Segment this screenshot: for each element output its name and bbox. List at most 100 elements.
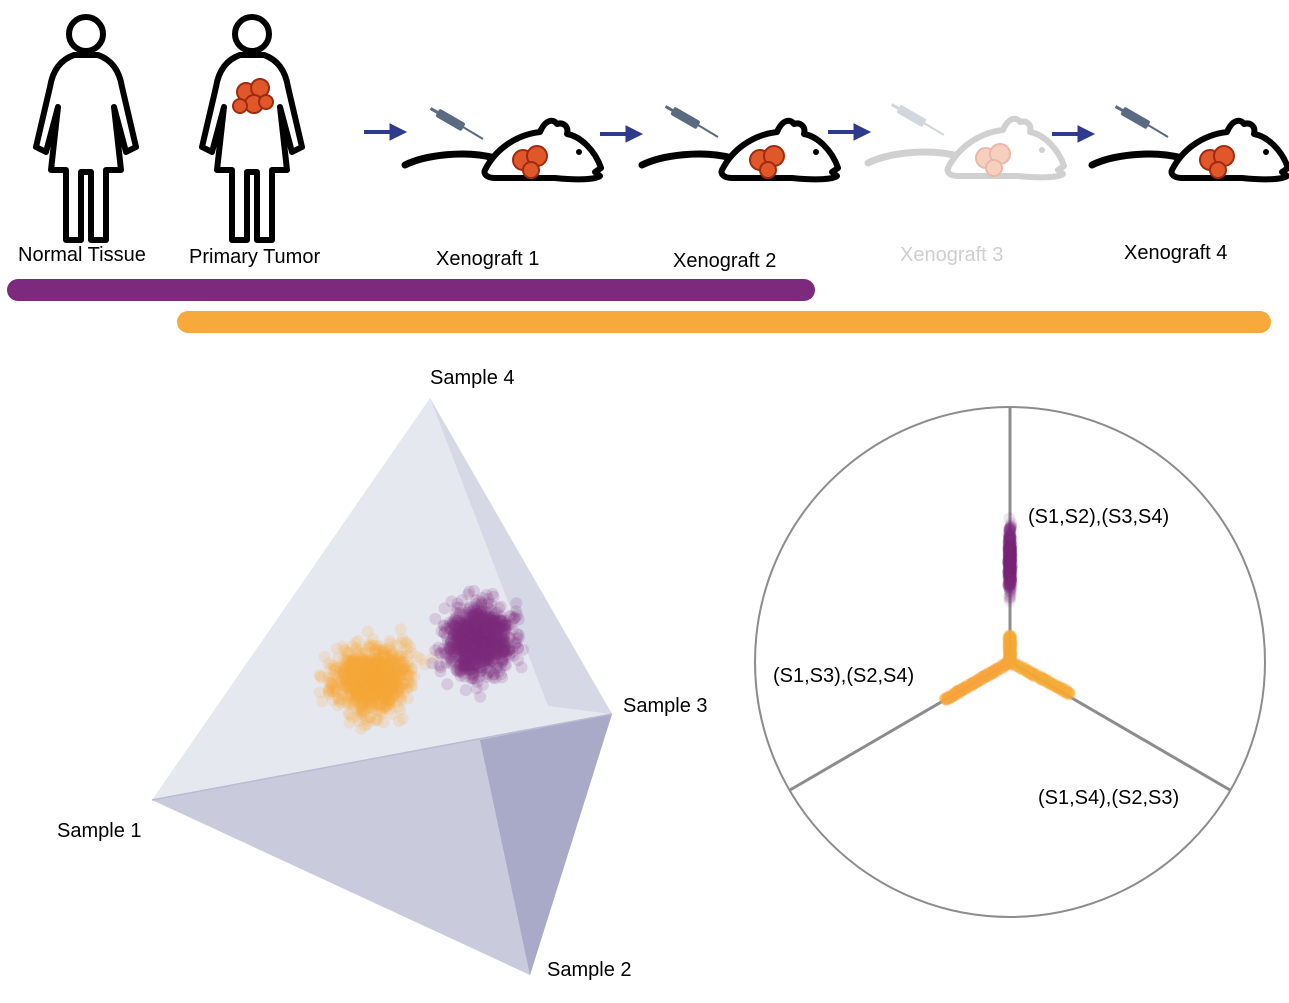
data-point [356, 647, 369, 660]
data-point [474, 630, 487, 643]
data-point [365, 670, 378, 683]
data-point [382, 671, 395, 684]
data-point [388, 660, 401, 673]
data-point [341, 681, 354, 694]
stage-label-xenograft-4: Xenograft 4 [1124, 242, 1228, 264]
data-point [379, 665, 392, 678]
data-point [355, 681, 368, 694]
data-point [393, 658, 406, 671]
tetrahedron-face [152, 398, 612, 800]
data-point [358, 696, 371, 709]
data-point [337, 669, 350, 682]
data-point [363, 674, 376, 687]
data-point [364, 683, 377, 696]
data-point [397, 686, 410, 699]
data-point [380, 673, 393, 686]
data-point [350, 677, 363, 690]
data-point [388, 655, 401, 668]
data-point [333, 692, 346, 705]
data-point [465, 628, 478, 640]
data-point [343, 708, 356, 721]
data-point [449, 614, 462, 627]
data-point [384, 661, 397, 674]
data-point [480, 643, 493, 656]
data-point [402, 669, 414, 682]
data-point [364, 691, 377, 704]
tumor-icon [749, 145, 785, 179]
data-point [347, 695, 360, 708]
data-point [374, 666, 387, 679]
data-point [353, 678, 366, 691]
data-point [328, 660, 341, 673]
data-point [458, 647, 471, 660]
data-point [487, 611, 500, 624]
data-point [489, 626, 502, 639]
data-point [377, 687, 390, 699]
data-point [370, 685, 383, 698]
data-point [457, 654, 470, 667]
data-point [377, 667, 389, 680]
data-point [377, 650, 390, 663]
data-point [372, 672, 385, 685]
data-point [347, 681, 360, 694]
data-point [323, 685, 335, 698]
data-point [367, 675, 380, 688]
data-point [354, 668, 367, 681]
data-point [383, 658, 396, 671]
data-point [488, 632, 501, 645]
data-point [374, 663, 387, 676]
data-point [509, 637, 522, 650]
data-point [353, 656, 366, 669]
data-point [371, 668, 384, 681]
data-point [491, 638, 504, 651]
data-point [349, 658, 361, 670]
data-point [359, 653, 372, 666]
data-point [386, 686, 399, 699]
data-point [383, 694, 396, 707]
data-point [328, 680, 341, 693]
data-point [355, 687, 368, 700]
data-point [370, 653, 383, 666]
data-point [429, 612, 442, 625]
data-point [353, 685, 366, 698]
data-point [465, 633, 478, 646]
data-point [393, 682, 405, 695]
data-point [362, 673, 375, 686]
data-point [476, 647, 489, 660]
data-point [392, 670, 405, 683]
data-point [388, 652, 401, 665]
data-point [360, 679, 372, 692]
data-point [405, 646, 418, 659]
data-point [370, 653, 383, 666]
data-point [351, 669, 364, 682]
data-point [385, 664, 398, 677]
data-point [336, 693, 348, 706]
data-point [355, 690, 368, 703]
data-point [471, 649, 484, 662]
data-point [343, 680, 356, 693]
data-point [353, 686, 366, 699]
data-point [461, 649, 474, 662]
data-point [401, 681, 414, 694]
data-point [378, 675, 391, 688]
data-point [343, 689, 355, 702]
data-point [440, 631, 453, 643]
data-point [374, 700, 387, 713]
data-point [348, 663, 361, 676]
data-point [334, 677, 347, 690]
data-point [465, 646, 478, 659]
data-point [374, 668, 386, 681]
data-point [363, 682, 376, 695]
data-point [371, 679, 384, 692]
data-point [356, 662, 369, 675]
data-point [402, 674, 415, 687]
data-point [374, 666, 387, 679]
data-point [352, 645, 365, 658]
data-point [367, 678, 380, 691]
data-point [372, 656, 384, 669]
data-point [375, 708, 388, 721]
mouse-with-tumor-icon [375, 106, 601, 179]
data-point [343, 664, 356, 677]
data-point [361, 681, 374, 694]
data-point [330, 642, 343, 655]
